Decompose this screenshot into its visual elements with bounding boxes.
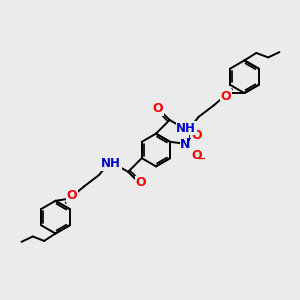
Text: O: O bbox=[135, 176, 146, 189]
Text: O: O bbox=[191, 129, 202, 142]
Text: NH: NH bbox=[101, 157, 121, 170]
Text: O: O bbox=[67, 189, 77, 202]
Text: +: + bbox=[186, 134, 193, 143]
Text: N: N bbox=[180, 138, 191, 151]
Text: O: O bbox=[152, 102, 163, 115]
Text: O: O bbox=[191, 149, 202, 162]
Text: −: − bbox=[198, 154, 206, 164]
Text: O: O bbox=[221, 90, 231, 103]
Text: NH: NH bbox=[176, 122, 196, 135]
